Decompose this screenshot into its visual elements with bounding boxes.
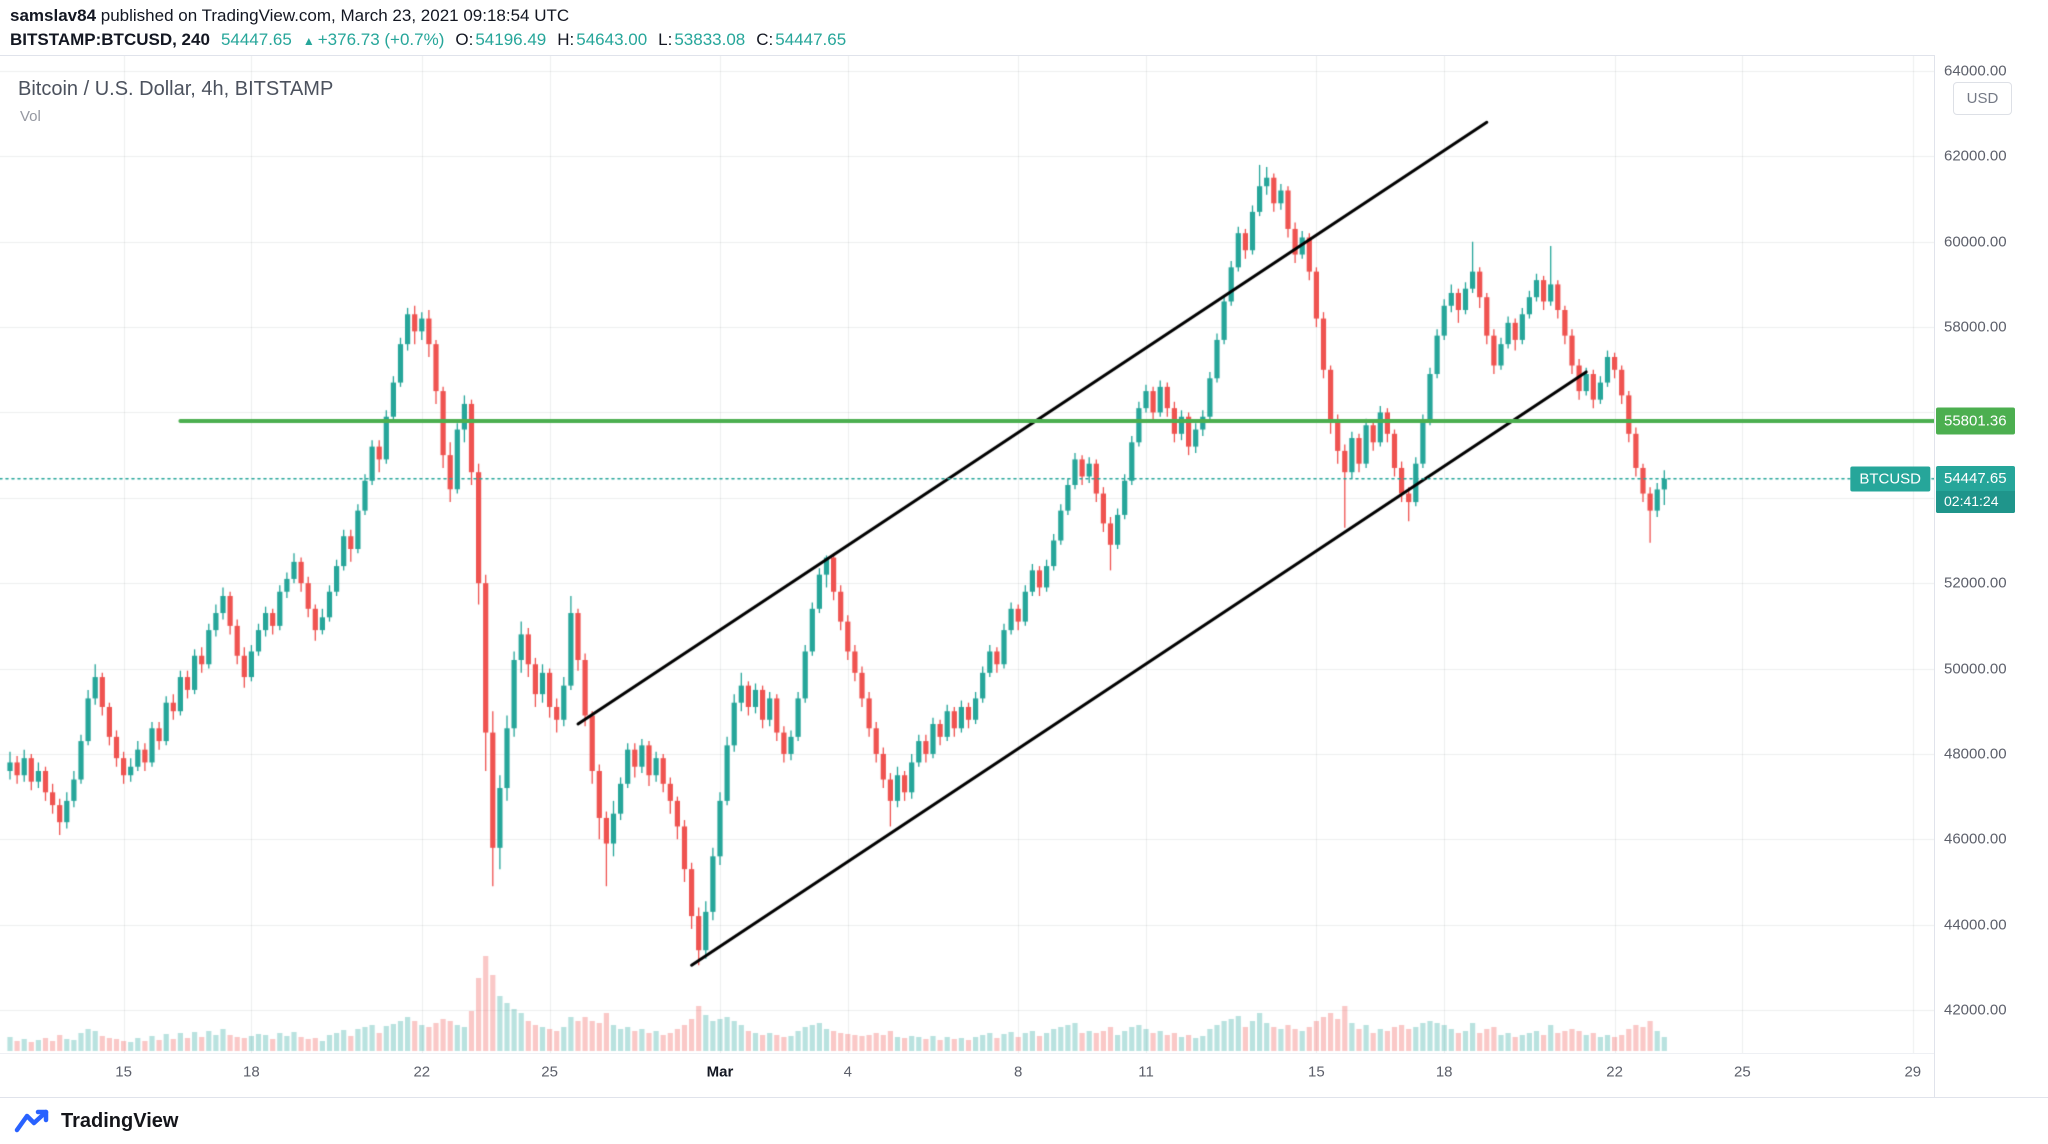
time-axis-label: Mar: [706, 1063, 734, 1081]
time-axis-label: 25: [1734, 1063, 1751, 1081]
header-divider: [0, 55, 2048, 56]
chart-watermark-title: Bitcoin / U.S. Dollar, 4h, BITSTAMP: [18, 78, 334, 100]
time-axis-label: 15: [1308, 1063, 1325, 1081]
price-axis-label: 46000.00: [1944, 830, 2007, 848]
time-axis-label: 22: [413, 1063, 431, 1081]
price-axis-label: 60000.00: [1944, 233, 2007, 251]
price-axis-label: 64000.00: [1944, 62, 2007, 80]
plot-bottom-border: [0, 1053, 1934, 1054]
time-axis-label: 22: [1606, 1063, 1623, 1081]
time-axis-label: 15: [115, 1063, 132, 1081]
price-axis-label: 50000.00: [1944, 660, 2007, 678]
price-axis-label: 58000.00: [1944, 318, 2007, 336]
time-axis-border: [0, 1097, 2048, 1098]
current-price-label: 54447.65 02:41:24: [1936, 465, 2015, 513]
tradingview-logo-icon[interactable]: [14, 1109, 52, 1133]
tradingview-brand-text[interactable]: TradingView: [61, 1109, 179, 1132]
usd-currency-button[interactable]: USD: [1953, 82, 2012, 115]
price-axis-label: 52000.00: [1944, 574, 2007, 592]
price-axis-label: 44000.00: [1944, 916, 2007, 934]
time-axis[interactable]: [0, 1054, 1934, 1097]
resistance-price-label: 55801.36: [1936, 407, 2015, 435]
price-axis-label: 62000.00: [1944, 147, 2007, 165]
countdown-timer: 02:41:24: [1936, 490, 2015, 513]
time-axis-label: 25: [541, 1063, 558, 1081]
time-axis-label: 29: [1904, 1063, 1922, 1081]
branding-bar: TradingView: [0, 1098, 2048, 1144]
time-axis-label: 18: [243, 1063, 260, 1081]
time-axis-label: 11: [1138, 1063, 1154, 1081]
price-axis[interactable]: [1935, 55, 2048, 1097]
volume-indicator-label: Vol: [20, 108, 41, 125]
symbol-tag-label: BTCUSD: [1850, 466, 1930, 492]
current-price-value: 54447.65: [1944, 469, 2007, 487]
price-axis-label: 48000.00: [1944, 745, 2007, 763]
time-axis-label: 8: [1014, 1063, 1023, 1081]
time-axis-label: 4: [843, 1063, 852, 1081]
price-axis-divider: [1934, 55, 1935, 1097]
price-axis-label: 42000.00: [1944, 1001, 2007, 1019]
time-axis-label: 18: [1435, 1063, 1453, 1081]
